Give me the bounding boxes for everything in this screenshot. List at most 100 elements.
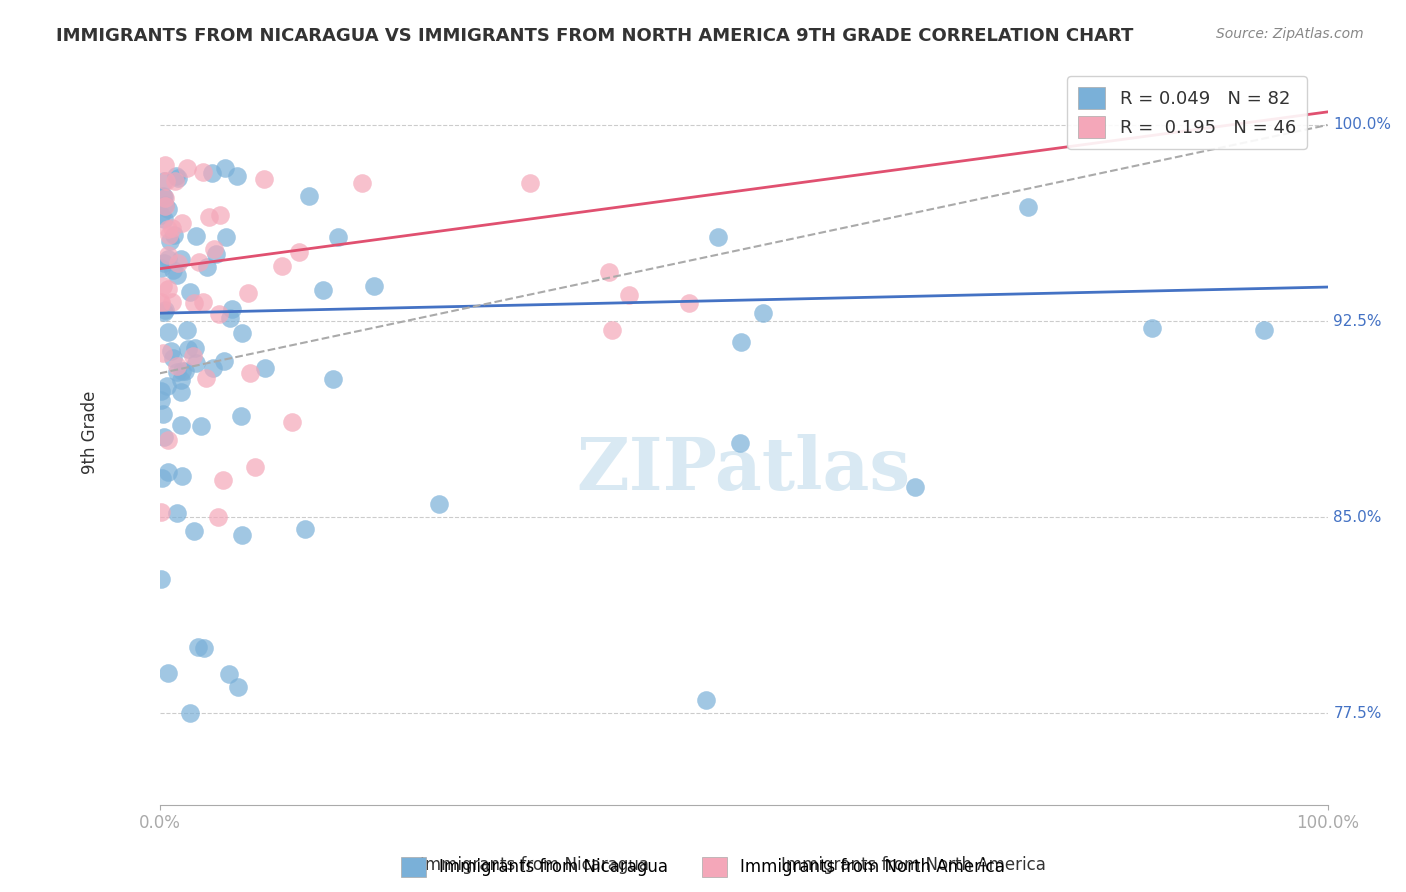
Point — [183, 342, 205, 356]
Point — [730, 335, 752, 350]
Point — [170, 469, 193, 483]
Point — [271, 259, 294, 273]
Point — [152, 211, 174, 226]
Point — [176, 323, 198, 337]
Point — [157, 433, 180, 447]
Point — [152, 407, 174, 421]
Point — [152, 279, 174, 293]
Point — [152, 189, 174, 203]
Point — [194, 371, 217, 385]
Point — [201, 166, 224, 180]
Point — [231, 326, 253, 340]
Point — [678, 296, 700, 310]
Point — [253, 172, 276, 186]
Point — [231, 409, 253, 423]
Point — [326, 229, 349, 244]
Point — [212, 473, 235, 487]
Point — [150, 384, 173, 398]
Point — [149, 572, 172, 586]
Point — [287, 244, 309, 259]
Point — [281, 415, 304, 429]
Point — [153, 191, 176, 205]
Legend: Immigrants from Nicaragua, Immigrants from North America: Immigrants from Nicaragua, Immigrants fr… — [395, 850, 1011, 884]
Point — [322, 372, 344, 386]
Point — [202, 242, 225, 256]
Point — [162, 351, 184, 366]
Point — [519, 176, 541, 190]
Point — [166, 506, 188, 520]
Point — [707, 230, 730, 244]
Point — [176, 161, 198, 176]
Point — [208, 307, 231, 321]
Point — [184, 229, 207, 244]
Point — [177, 343, 200, 357]
Point — [212, 354, 235, 368]
Point — [294, 522, 316, 536]
Point — [166, 359, 188, 374]
Point — [159, 344, 181, 359]
Point — [187, 255, 209, 269]
Point — [243, 460, 266, 475]
Text: Source: ZipAtlas.com: Source: ZipAtlas.com — [1216, 27, 1364, 41]
Point — [153, 190, 176, 204]
Point — [218, 667, 240, 681]
Point — [155, 199, 177, 213]
Point — [150, 471, 173, 485]
Point — [172, 216, 194, 230]
Point — [298, 189, 321, 203]
Point — [179, 285, 201, 299]
Point — [183, 524, 205, 538]
Point — [157, 325, 180, 339]
Point — [170, 252, 193, 267]
Point — [153, 305, 176, 319]
Text: 9th Grade: 9th Grade — [80, 391, 98, 474]
Point — [1140, 320, 1163, 334]
Point — [160, 220, 183, 235]
Text: ZIPatlas: ZIPatlas — [576, 434, 911, 505]
Point — [1253, 322, 1275, 336]
Text: IMMIGRANTS FROM NICARAGUA VS IMMIGRANTS FROM NORTH AMERICA 9TH GRADE CORRELATION: IMMIGRANTS FROM NICARAGUA VS IMMIGRANTS … — [56, 27, 1133, 45]
Point — [1017, 200, 1039, 214]
Point — [226, 169, 249, 183]
Point — [167, 170, 190, 185]
Point — [156, 282, 179, 296]
Point — [231, 527, 253, 541]
Point — [170, 364, 193, 378]
Point — [198, 211, 221, 225]
Point — [166, 365, 188, 379]
Point — [156, 466, 179, 480]
Point — [155, 198, 177, 212]
Point — [160, 294, 183, 309]
Text: 77.5%: 77.5% — [1333, 706, 1382, 721]
Point — [728, 435, 751, 450]
Point — [190, 419, 212, 434]
Point — [752, 306, 775, 320]
Point — [363, 278, 385, 293]
Text: Immigrants from Nicaragua: Immigrants from Nicaragua — [420, 856, 648, 874]
Point — [221, 301, 243, 316]
Point — [149, 260, 172, 275]
Point — [163, 228, 186, 243]
Point — [186, 356, 208, 370]
Point — [153, 430, 176, 444]
Point — [239, 366, 262, 380]
Point — [155, 174, 177, 188]
Point — [149, 297, 172, 311]
Point — [312, 283, 335, 297]
Point — [153, 158, 176, 172]
Text: 100.0%: 100.0% — [1333, 118, 1392, 132]
Point — [209, 208, 232, 222]
Point — [427, 497, 450, 511]
Point — [228, 680, 250, 694]
Point — [179, 706, 201, 721]
Point — [165, 169, 187, 184]
Point — [159, 235, 181, 249]
Point — [152, 345, 174, 359]
Point — [215, 230, 238, 244]
Point — [695, 693, 717, 707]
Point — [191, 295, 214, 310]
Point — [156, 379, 179, 393]
Text: Immigrants from North America: Immigrants from North America — [782, 856, 1046, 874]
Point — [598, 265, 620, 279]
Point — [149, 505, 172, 519]
